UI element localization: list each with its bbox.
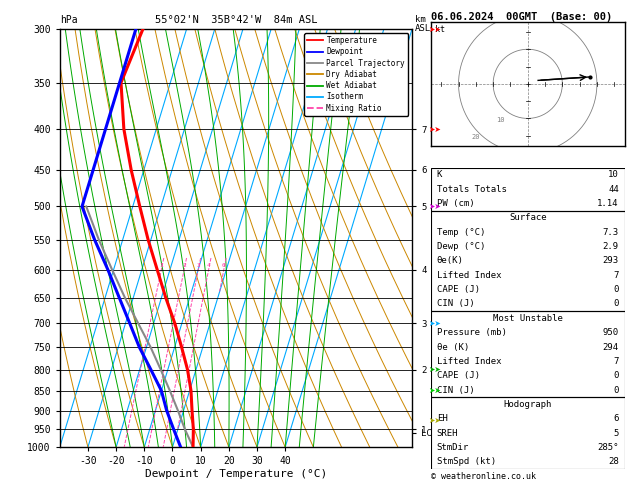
Text: 44: 44 bbox=[608, 185, 619, 194]
Text: ➤➤: ➤➤ bbox=[428, 386, 440, 395]
Text: ➤➤: ➤➤ bbox=[428, 124, 440, 134]
Text: 5: 5 bbox=[613, 429, 619, 437]
Text: 0: 0 bbox=[613, 285, 619, 294]
Text: 1.14: 1.14 bbox=[598, 199, 619, 208]
Text: 6: 6 bbox=[222, 263, 226, 268]
Text: 7.3: 7.3 bbox=[603, 228, 619, 237]
Text: CIN (J): CIN (J) bbox=[437, 299, 474, 309]
Text: ➤➤: ➤➤ bbox=[428, 365, 440, 374]
Text: 10: 10 bbox=[608, 171, 619, 179]
Text: 28: 28 bbox=[608, 457, 619, 466]
Text: 0: 0 bbox=[613, 371, 619, 380]
Text: 2: 2 bbox=[182, 263, 186, 268]
Text: 7: 7 bbox=[613, 357, 619, 366]
Text: 3: 3 bbox=[196, 263, 200, 268]
Text: Lifted Index: Lifted Index bbox=[437, 271, 501, 280]
Text: ➤➤: ➤➤ bbox=[428, 416, 440, 425]
Text: 20: 20 bbox=[472, 134, 480, 140]
Text: 2.9: 2.9 bbox=[603, 242, 619, 251]
X-axis label: Dewpoint / Temperature (°C): Dewpoint / Temperature (°C) bbox=[145, 469, 327, 479]
Text: 293: 293 bbox=[603, 257, 619, 265]
Text: K: K bbox=[437, 171, 442, 179]
Text: © weatheronline.co.uk: © weatheronline.co.uk bbox=[431, 472, 536, 481]
Text: Hodograph: Hodograph bbox=[504, 400, 552, 409]
Text: PW (cm): PW (cm) bbox=[437, 199, 474, 208]
Text: 294: 294 bbox=[603, 343, 619, 351]
Text: 55°02'N  35B°42'W  84m ASL: 55°02'N 35B°42'W 84m ASL bbox=[155, 15, 317, 25]
Text: ➤➤: ➤➤ bbox=[428, 202, 440, 211]
Text: StmSpd (kt): StmSpd (kt) bbox=[437, 457, 496, 466]
Text: θe(K): θe(K) bbox=[437, 257, 464, 265]
Text: Temp (°C): Temp (°C) bbox=[437, 228, 485, 237]
Text: 10: 10 bbox=[496, 117, 504, 123]
Text: ➤➤: ➤➤ bbox=[428, 319, 440, 328]
Text: hPa: hPa bbox=[60, 15, 77, 25]
Y-axis label: Mixing Ratio (g/kg): Mixing Ratio (g/kg) bbox=[484, 187, 493, 289]
Text: CAPE (J): CAPE (J) bbox=[437, 371, 480, 380]
Text: Pressure (mb): Pressure (mb) bbox=[437, 328, 506, 337]
Text: Lifted Index: Lifted Index bbox=[437, 357, 501, 366]
Text: SREH: SREH bbox=[437, 429, 458, 437]
Text: θe (K): θe (K) bbox=[437, 343, 469, 351]
Text: CAPE (J): CAPE (J) bbox=[437, 285, 480, 294]
Legend: Temperature, Dewpoint, Parcel Trajectory, Dry Adiabat, Wet Adiabat, Isotherm, Mi: Temperature, Dewpoint, Parcel Trajectory… bbox=[304, 33, 408, 116]
Text: 4: 4 bbox=[207, 263, 211, 268]
Text: Surface: Surface bbox=[509, 213, 547, 223]
Text: EH: EH bbox=[437, 414, 447, 423]
Text: Totals Totals: Totals Totals bbox=[437, 185, 506, 194]
Text: 6: 6 bbox=[613, 414, 619, 423]
Text: 0: 0 bbox=[613, 385, 619, 395]
Text: StmDir: StmDir bbox=[437, 443, 469, 452]
Text: 06.06.2024  00GMT  (Base: 00): 06.06.2024 00GMT (Base: 00) bbox=[431, 12, 612, 22]
Text: 285°: 285° bbox=[598, 443, 619, 452]
Text: 0: 0 bbox=[613, 299, 619, 309]
Text: 7: 7 bbox=[613, 271, 619, 280]
Text: Most Unstable: Most Unstable bbox=[493, 314, 563, 323]
Text: kt: kt bbox=[435, 25, 445, 35]
Text: 950: 950 bbox=[603, 328, 619, 337]
Text: 1: 1 bbox=[159, 263, 163, 268]
Text: CIN (J): CIN (J) bbox=[437, 385, 474, 395]
Text: km
ASL: km ASL bbox=[415, 15, 431, 33]
Text: Dewp (°C): Dewp (°C) bbox=[437, 242, 485, 251]
Text: ➤➤: ➤➤ bbox=[428, 25, 440, 34]
